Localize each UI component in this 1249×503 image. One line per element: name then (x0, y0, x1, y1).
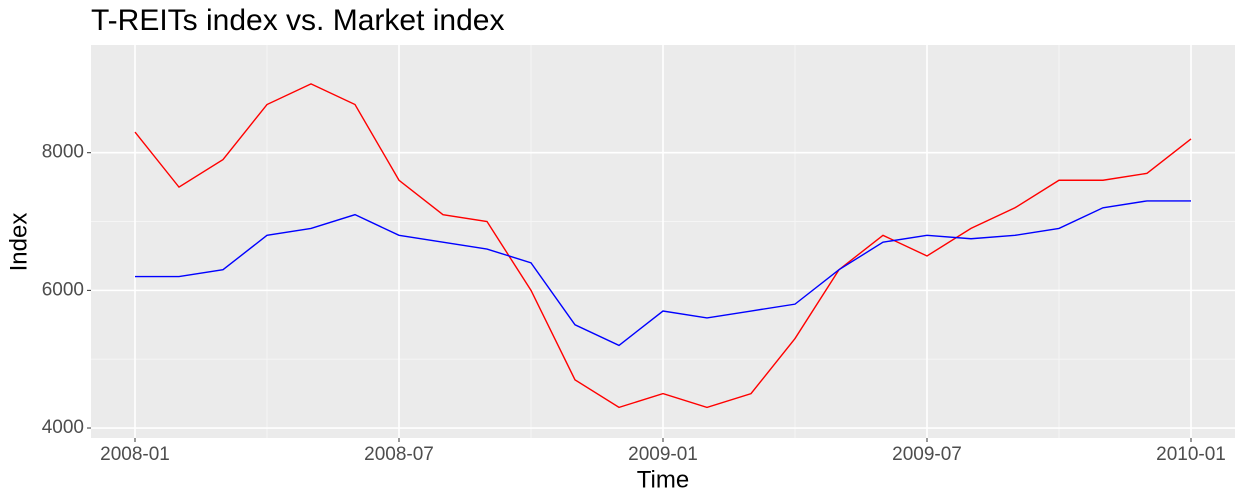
x-axis-label: Time (637, 466, 689, 493)
x-tick-label: 2008-01 (100, 444, 170, 465)
x-tick-label: 2010-01 (1156, 444, 1226, 465)
y-tick-label: 4000 (42, 417, 84, 438)
y-axis-label: Index (5, 213, 32, 272)
y-tick-label: 6000 (42, 279, 84, 300)
x-tick-label: 2008-07 (364, 444, 434, 465)
series-line (134, 83, 1192, 409)
x-tick-label: 2009-01 (628, 444, 698, 465)
series-line (135, 200, 1191, 347)
chart-title: T-REITs index vs. Market index (91, 4, 504, 37)
x-tick-label: 2009-07 (892, 444, 962, 465)
y-tick-label: 8000 (42, 142, 84, 163)
